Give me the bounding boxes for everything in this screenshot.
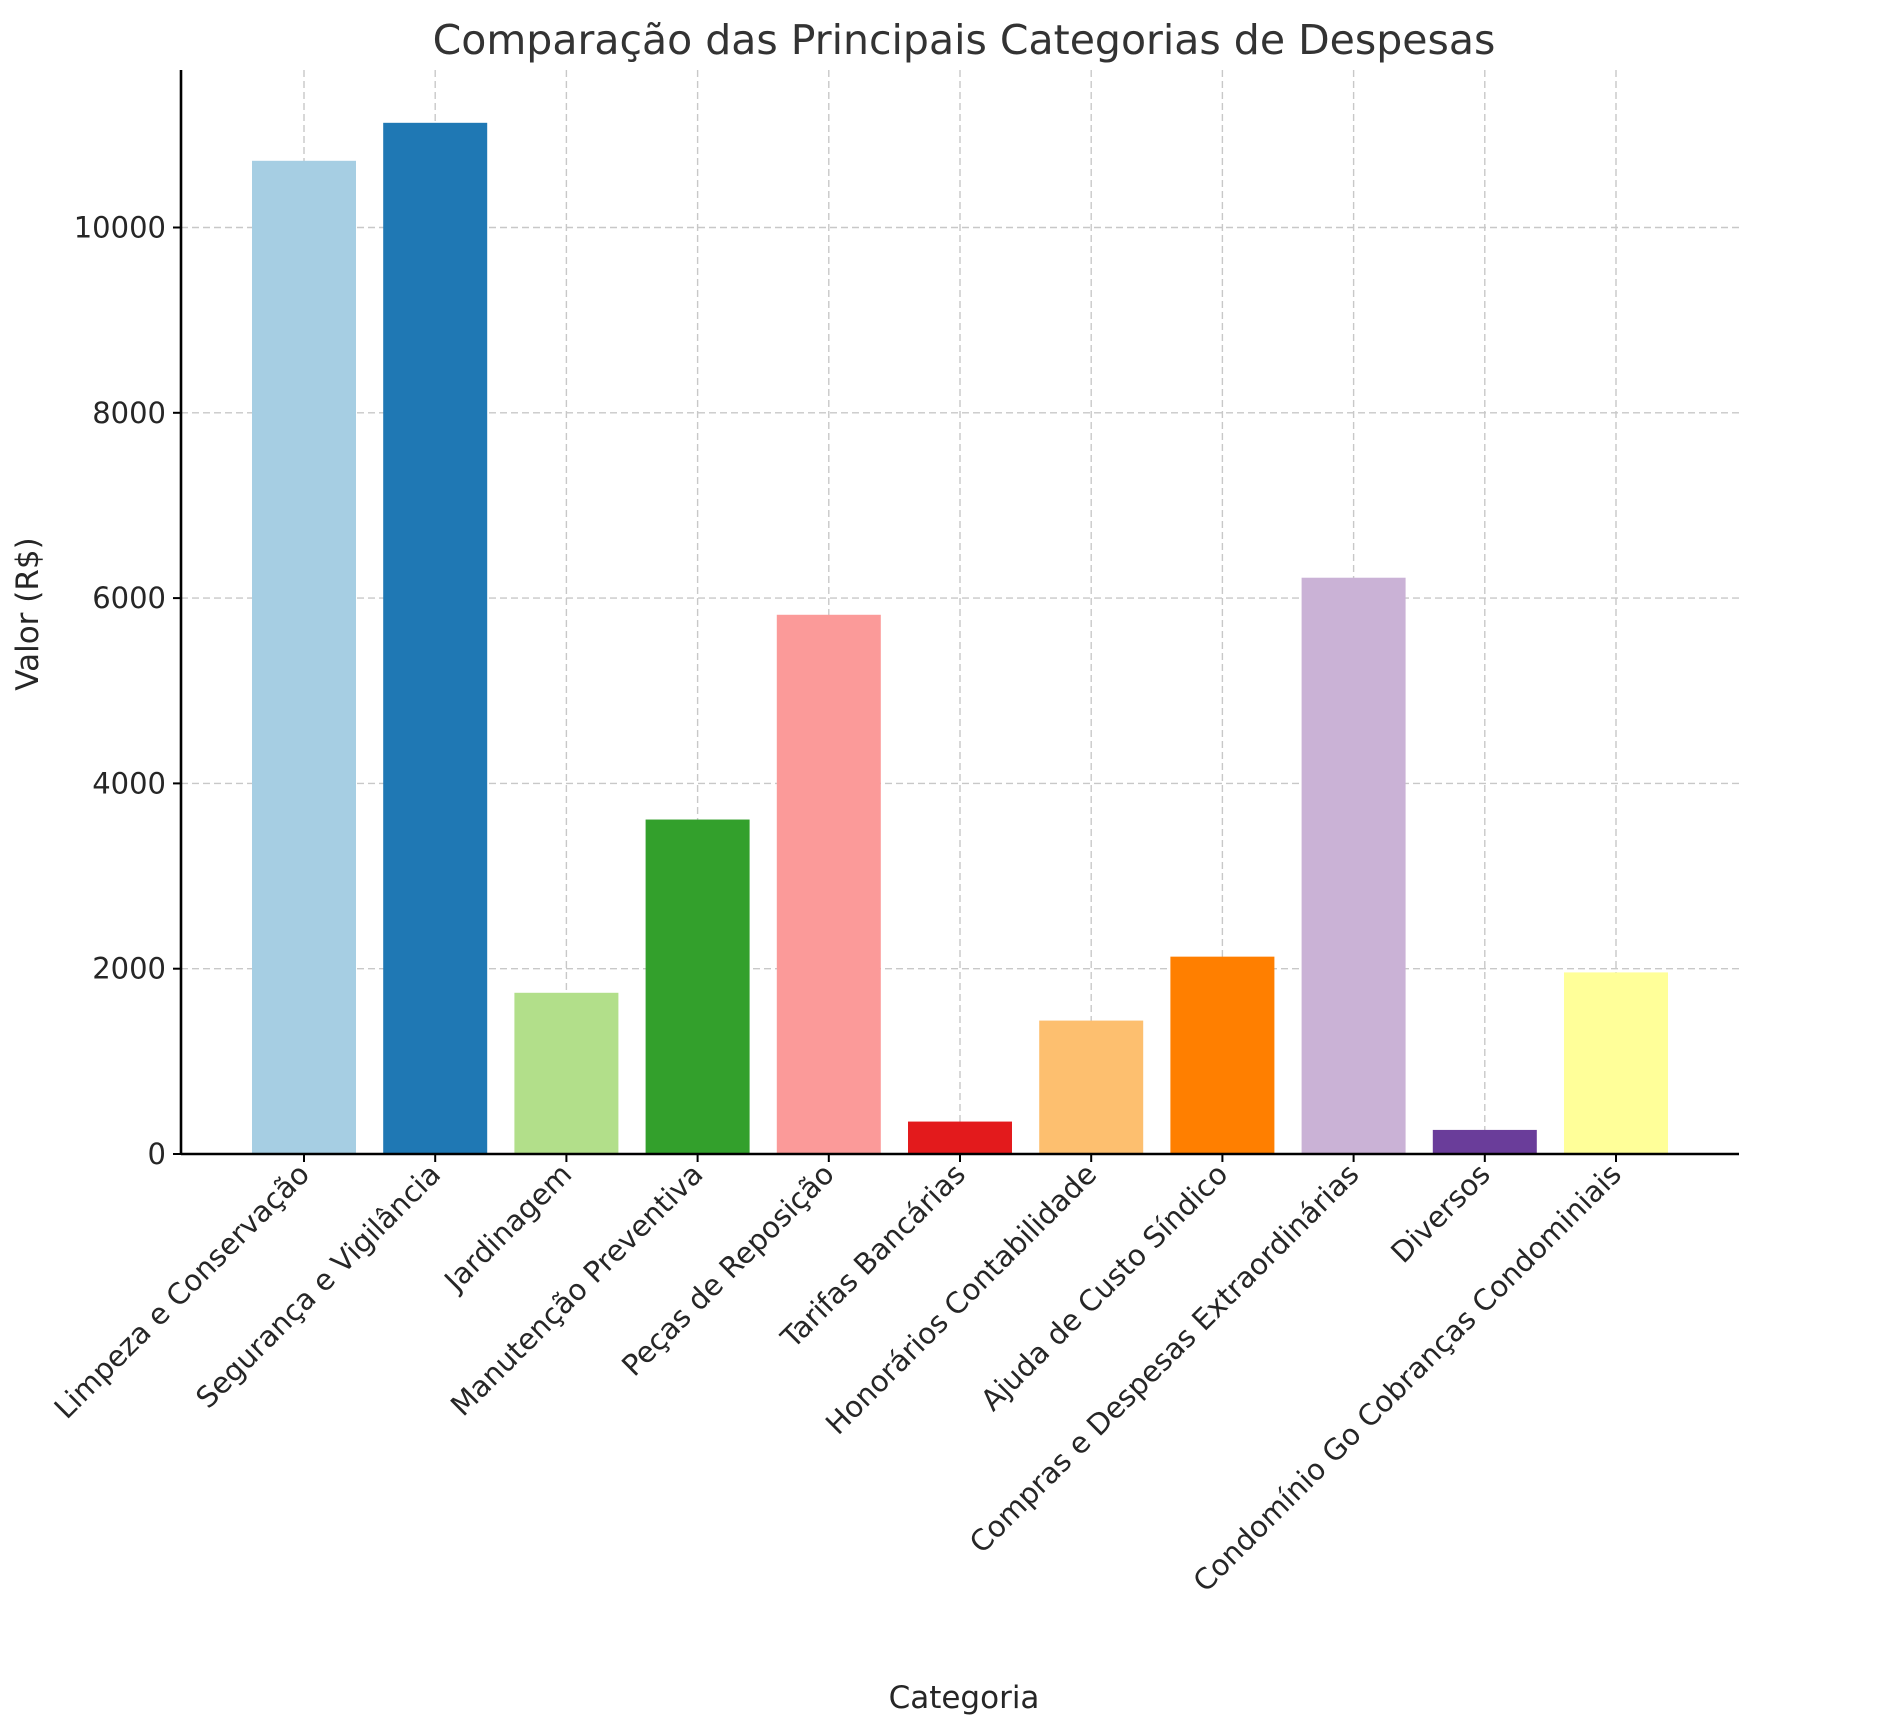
y-tick-label: 4000 (92, 766, 166, 800)
x-tick-label: Diversos (1384, 1157, 1497, 1270)
bar (514, 992, 619, 1154)
bar (1170, 956, 1275, 1154)
x-tick-label: Manutenção Preventiva (444, 1157, 710, 1423)
y-tick-label: 0 (148, 1137, 166, 1171)
x-tick-label: Ajuda de Custo Síndico (974, 1157, 1234, 1417)
bar (1432, 1129, 1537, 1154)
y-tick-label: 2000 (92, 952, 166, 986)
x-axis-label: Categoria (889, 1680, 1040, 1716)
bar (645, 819, 750, 1154)
bar (383, 122, 488, 1154)
bar (1301, 577, 1406, 1154)
x-tick-label: Peças de Reposição (615, 1157, 841, 1383)
bar (776, 614, 881, 1154)
x-tick-label: Jardinagem (436, 1157, 578, 1299)
y-tick-label: 10000 (74, 211, 166, 245)
x-tick-label: Limpeza e Conservação (48, 1157, 316, 1425)
y-tick-label: 6000 (92, 581, 166, 615)
bar (252, 160, 356, 1155)
x-tick-label: Honorários Contabilidade (819, 1157, 1103, 1441)
bar (1564, 972, 1668, 1154)
y-tick-label: 8000 (92, 396, 166, 430)
bar (908, 1121, 1012, 1154)
y-axis-label: Valor (R$) (10, 537, 46, 690)
chart-title: Comparação das Principais Categorias de … (433, 16, 1496, 64)
x-tick-label: Segurança e Vigilância (189, 1157, 447, 1415)
bar (1039, 1020, 1144, 1154)
bar-layer (252, 122, 1668, 1155)
